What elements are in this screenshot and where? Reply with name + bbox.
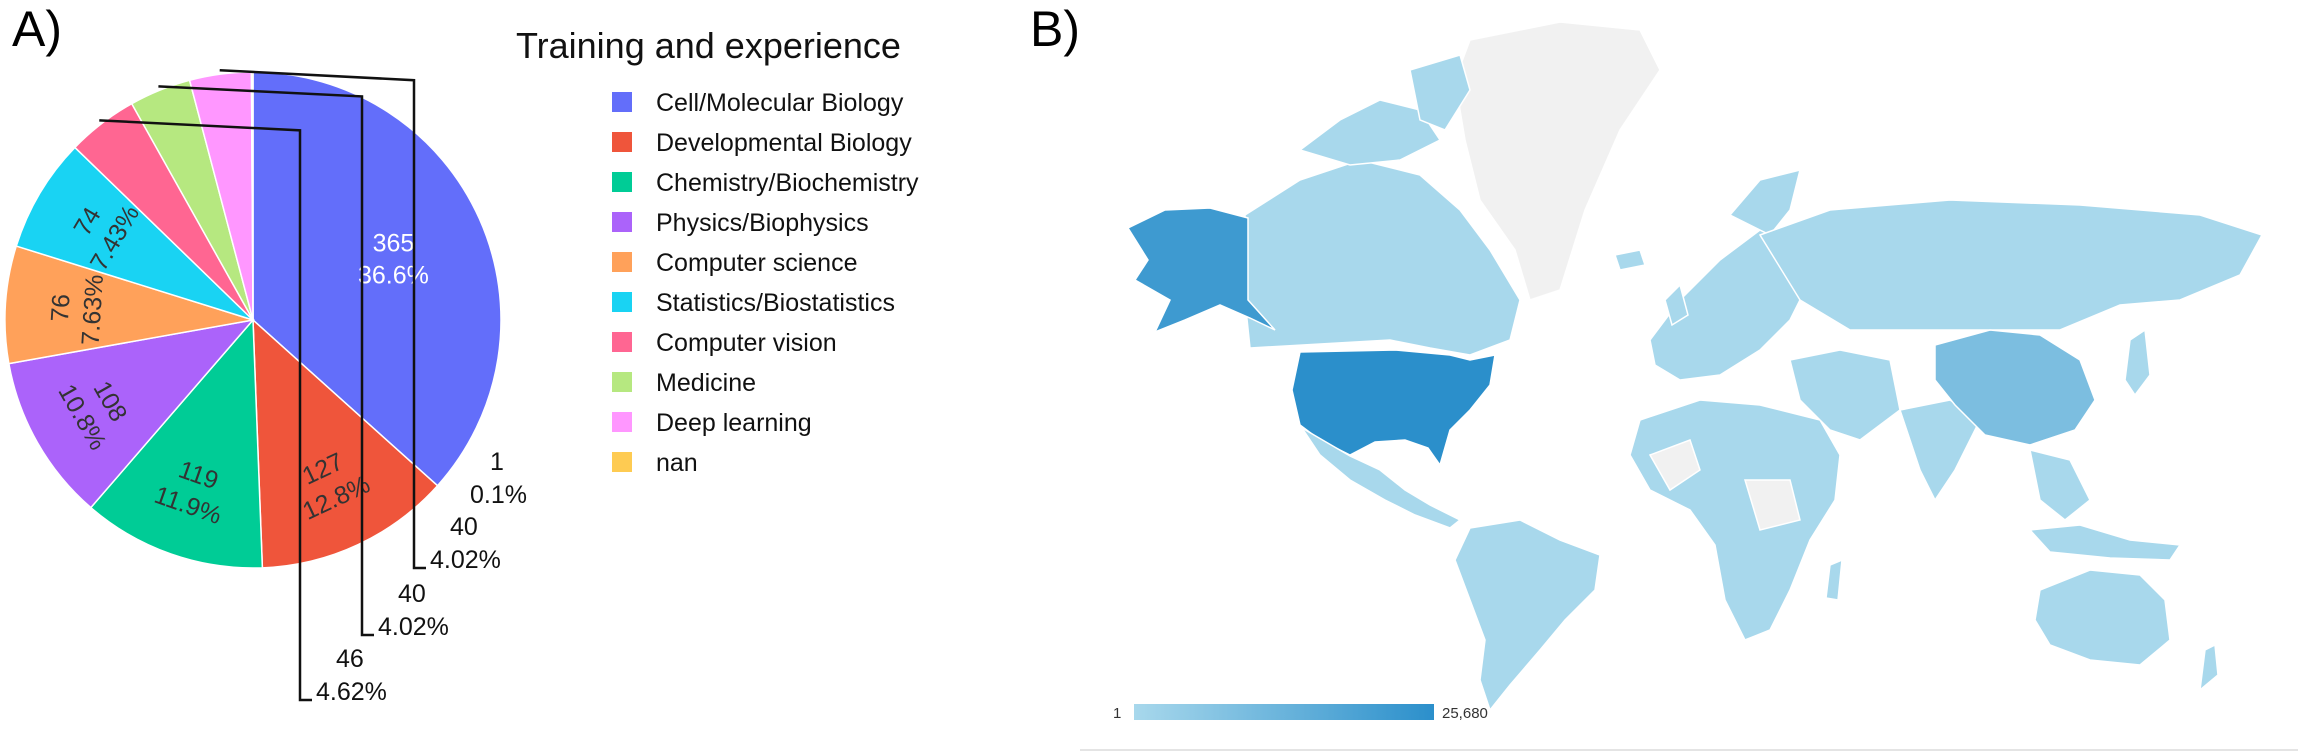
slice-value-label: 1	[490, 448, 504, 476]
color-scale-max: 25,680	[1442, 705, 1488, 722]
legend-swatch	[612, 252, 632, 272]
india	[1899, 399, 1981, 502]
legend-label: Statistics/Biostatistics	[656, 289, 895, 317]
slice-value-label: 40	[450, 513, 478, 541]
pie-slice	[7, 318, 255, 509]
legend-label: Computer science	[656, 249, 857, 277]
iceland	[1614, 249, 1646, 271]
legend-swatch	[612, 372, 632, 392]
legend-label: Cell/Molecular Biology	[656, 89, 904, 117]
legend-label: Deep learning	[656, 409, 812, 437]
slice-percent-label: 0.1%	[470, 481, 527, 509]
legend-label: Physics/Biophysics	[656, 209, 869, 237]
legend-swatch	[612, 92, 632, 112]
panel-b-label: B)	[1030, 1, 1080, 57]
legend: Cell/Molecular Biology Developmental Biol…	[612, 89, 919, 477]
africa-no-data	[1648, 439, 1701, 492]
slice-value-label: 40	[398, 580, 426, 608]
panel-a-label: A)	[12, 1, 62, 57]
slice-percent-label: 36.6%	[358, 261, 429, 289]
slice-label-group: 76 7.63%	[46, 274, 109, 347]
color-scale-min: 1	[1113, 705, 1121, 722]
slice-value-label: 365	[373, 229, 415, 257]
legend-label: Computer vision	[656, 329, 837, 357]
japan	[2124, 328, 2151, 397]
slice-value-label: 76	[46, 293, 76, 323]
leader-line	[99, 119, 312, 702]
south-america	[1454, 519, 1601, 712]
legend-label: Chemistry/Biochemistry	[656, 169, 919, 197]
greenland	[1454, 21, 1661, 301]
pie-leader-lines: 464.62%404.02%404.02%10.1%	[99, 68, 527, 706]
legend-label: Developmental Biology	[656, 129, 912, 157]
leader-line	[219, 68, 426, 570]
pie-slice	[4, 245, 254, 365]
uk	[1664, 283, 1689, 327]
pie-slice	[15, 146, 254, 321]
slice-value-label: 46	[336, 645, 364, 673]
color-scale-bar	[1134, 704, 1434, 720]
russia-asia	[1758, 199, 2264, 331]
mexico	[1301, 427, 1462, 529]
legend-swatch	[612, 292, 632, 312]
slice-percent-label: 7.63%	[77, 274, 109, 347]
slice-label-group: 365 36.6%	[358, 229, 429, 289]
africa	[1629, 399, 1841, 641]
australia	[2034, 569, 2171, 666]
slice-percent-label: 4.02%	[378, 613, 449, 641]
legend-swatch	[612, 412, 632, 432]
new-zealand	[2199, 643, 2219, 692]
middle-east	[1789, 349, 1901, 441]
world-map	[1126, 21, 2264, 712]
indonesia	[2028, 524, 2182, 561]
leader-line	[158, 85, 374, 637]
alaska	[1126, 207, 1276, 334]
slice-percent-label: 4.62%	[316, 678, 387, 706]
africa-no-data-2	[1743, 479, 1801, 531]
legend-label: Medicine	[656, 369, 756, 397]
legend-swatch	[612, 332, 632, 352]
china	[1934, 329, 2096, 446]
legend-label: nan	[656, 449, 698, 477]
baffin-island	[1409, 54, 1471, 131]
madagascar	[1825, 558, 1843, 601]
slice-percent-label: 4.02%	[430, 546, 501, 574]
scandinavia	[1728, 168, 1802, 236]
pie-slice	[252, 71, 502, 487]
arctic-islands	[1298, 99, 1442, 166]
legend-swatch	[612, 212, 632, 232]
legend-swatch	[612, 452, 632, 472]
southeast-asia	[2029, 448, 2091, 521]
legend-swatch	[612, 132, 632, 152]
pie-slice	[89, 318, 264, 569]
legend-swatch	[612, 172, 632, 192]
legend-title: Training and experience	[516, 25, 901, 66]
